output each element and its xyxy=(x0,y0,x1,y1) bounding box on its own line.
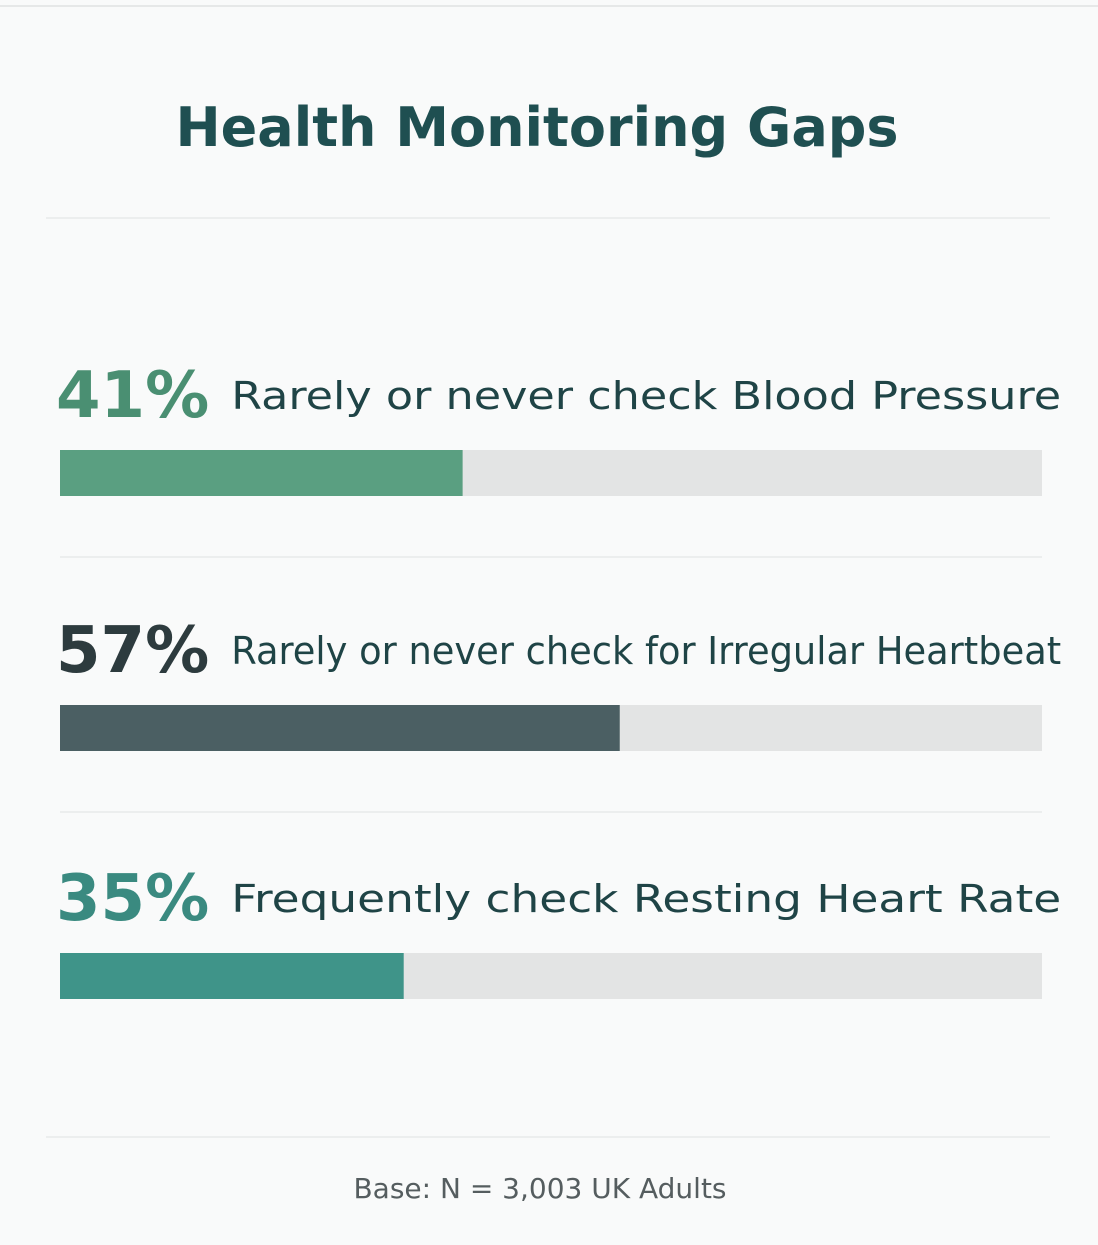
chart-title: Health Monitoring Gaps xyxy=(175,96,898,159)
value-label: 35% xyxy=(56,862,209,936)
bar xyxy=(60,705,620,751)
value-label: 41% xyxy=(56,359,209,433)
category-label: Rarely or never check Blood Pressure xyxy=(231,374,1061,418)
category-label: Rarely or never check for Irregular Hear… xyxy=(231,629,1061,673)
value-label: 57% xyxy=(56,614,209,688)
footnote: Base: N = 3,003 UK Adults xyxy=(353,1172,726,1205)
category-label: Frequently check Resting Heart Rate xyxy=(231,877,1061,921)
bar xyxy=(60,953,404,999)
bar xyxy=(60,450,463,496)
